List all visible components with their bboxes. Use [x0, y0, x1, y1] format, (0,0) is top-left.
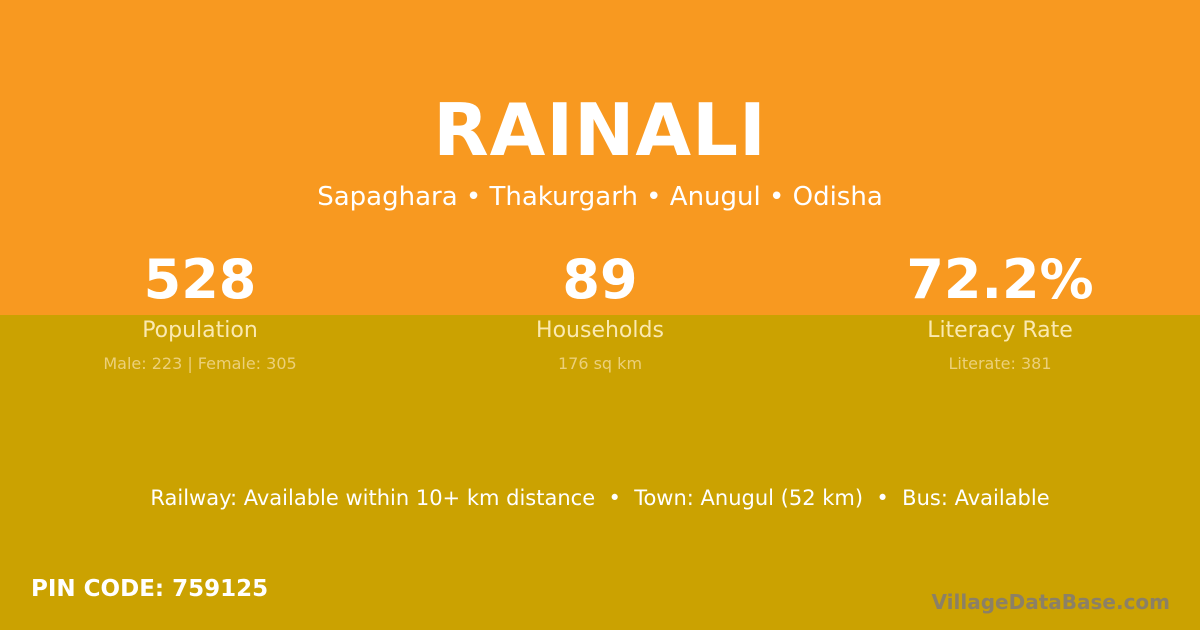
- stat-label: Literacy Rate: [927, 318, 1073, 343]
- location-breadcrumb: Sapaghara • Thakurgarh • Anugul • Odisha: [317, 182, 883, 212]
- brand-logo: VillageDataBase.com: [931, 590, 1170, 614]
- stat-label: Households: [536, 318, 664, 343]
- footer-band: [0, 315, 1200, 630]
- stat-population: 528 Population Male: 223 | Female: 305: [0, 248, 400, 373]
- connectivity-info: Railway: Available within 10+ km distanc…: [150, 486, 1050, 510]
- header-band: [0, 0, 1200, 315]
- stat-detail: 176 sq km: [557, 354, 643, 373]
- stat-detail: Male: 223 | Female: 305: [103, 354, 297, 373]
- stat-literacy: 72.2% Literacy Rate Literate: 381: [800, 248, 1200, 373]
- village-name: RAINALI: [433, 88, 767, 172]
- stat-value: 72.2%: [906, 248, 1094, 311]
- stat-value: 528: [143, 248, 257, 311]
- stat-value: 89: [562, 248, 638, 311]
- pin-code: PIN CODE: 759125: [31, 576, 269, 602]
- stat-label: Population: [142, 318, 258, 343]
- stat-households: 89 Households 176 sq km: [400, 248, 800, 373]
- stat-detail: Literate: 381: [948, 354, 1052, 373]
